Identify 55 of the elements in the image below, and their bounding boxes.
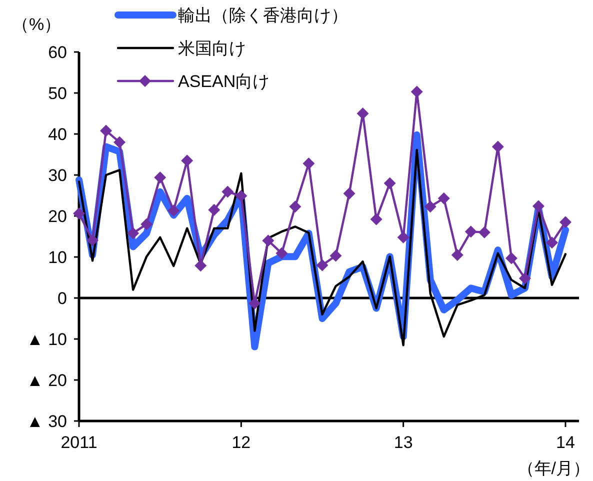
point: [114, 136, 126, 148]
point: [384, 177, 396, 190]
y-tick-label: ▲ 20: [26, 371, 67, 390]
legend-label: ASEAN向け: [178, 72, 270, 91]
y-tick-label: ▲ 10: [26, 330, 67, 349]
point: [262, 234, 274, 247]
x-tick-label: 2011: [60, 433, 98, 452]
x-tick-label: 14: [556, 433, 575, 452]
point: [302, 158, 315, 170]
point: [492, 140, 504, 153]
y-tick-label: 20: [48, 207, 67, 226]
point: [168, 204, 180, 217]
point: [451, 248, 464, 261]
point: [370, 213, 382, 226]
point: [397, 231, 410, 244]
y-tick-label: 0: [58, 289, 67, 308]
y-tick-label: ▲ 30: [26, 412, 67, 431]
point: [438, 192, 450, 204]
point: [532, 200, 544, 212]
y-tick-label: 40: [48, 125, 67, 144]
point: [356, 108, 369, 120]
y-tick-label: 10: [48, 248, 67, 267]
legend-label: 米国向け: [178, 39, 246, 58]
point: [424, 200, 436, 213]
point: [181, 154, 194, 167]
legend-label: 輸出（除く香港向け）: [178, 6, 348, 25]
y-axis-title: （%）: [12, 15, 62, 34]
point: [343, 187, 356, 200]
x-axis-title: （年/月）: [517, 459, 590, 478]
point: [73, 208, 85, 220]
x-tick-label: 12: [232, 433, 251, 452]
point: [222, 186, 234, 198]
x-tick-label: 13: [394, 433, 413, 452]
point: [478, 226, 490, 238]
y-tick-label: 30: [48, 166, 67, 185]
point: [410, 86, 423, 98]
point: [559, 216, 572, 228]
point: [154, 171, 166, 184]
point: [316, 259, 328, 272]
y-tick-label: 60: [48, 43, 67, 62]
point: [289, 200, 302, 213]
point: [194, 260, 207, 272]
point: [505, 252, 518, 264]
point: [140, 218, 153, 230]
point: [100, 124, 112, 137]
point: [208, 204, 220, 216]
point: [518, 272, 531, 284]
point: [546, 236, 558, 249]
y-tick-label: 50: [48, 84, 67, 103]
point: [464, 226, 477, 238]
point: [330, 250, 342, 262]
point: [235, 190, 248, 202]
point: [86, 234, 99, 246]
point: [276, 247, 288, 260]
point: [127, 227, 140, 240]
